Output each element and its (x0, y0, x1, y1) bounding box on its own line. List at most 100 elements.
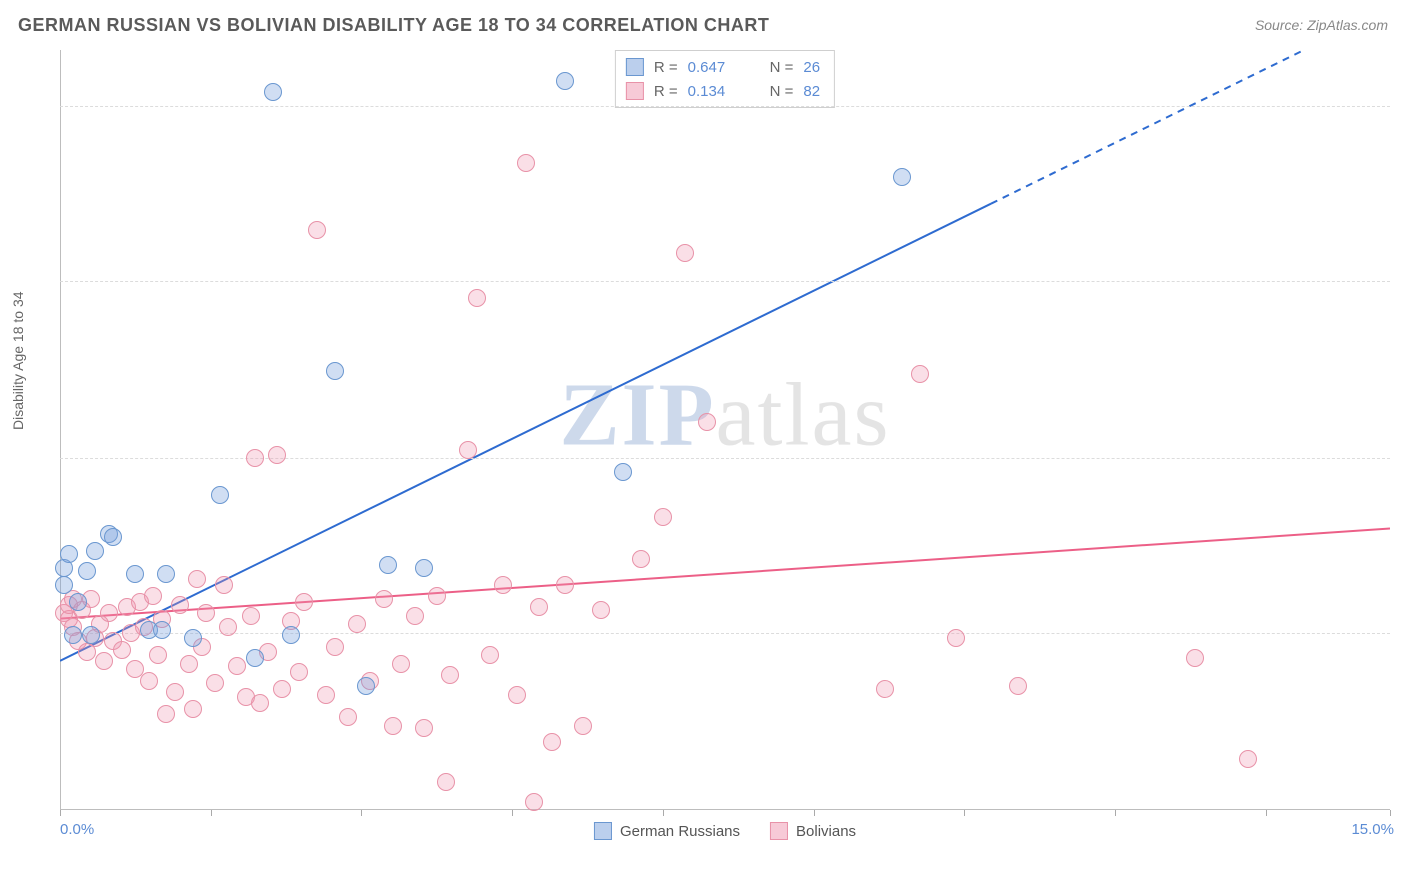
legend-n-label: N = (770, 83, 794, 100)
x-tick-label: 15.0% (1351, 821, 1394, 838)
scatter-point (295, 593, 313, 611)
scatter-point (947, 629, 965, 647)
scatter-point (543, 733, 561, 751)
source-name: ZipAtlas.com (1307, 17, 1388, 33)
gridline-h (60, 106, 1390, 107)
x-tick (1115, 810, 1116, 816)
scatter-point (698, 413, 716, 431)
scatter-point (86, 542, 104, 560)
scatter-point (614, 463, 632, 481)
scatter-point (317, 686, 335, 704)
x-tick (60, 810, 61, 816)
series-legend: German Russians Bolivians (594, 822, 856, 840)
scatter-point (144, 587, 162, 605)
legend-r-label: R = (654, 59, 678, 76)
scatter-point (126, 565, 144, 583)
legend-row-german-russians: R = 0.647 N = 26 (626, 55, 820, 79)
scatter-point (140, 672, 158, 690)
scatter-point (55, 576, 73, 594)
legend-n-value-0: 26 (803, 59, 820, 76)
scatter-point (219, 618, 237, 636)
legend-row-bolivians: R = 0.134 N = 82 (626, 79, 820, 103)
x-tick (663, 810, 664, 816)
scatter-point (654, 508, 672, 526)
scatter-point (149, 646, 167, 664)
scatter-point (592, 601, 610, 619)
scatter-point (1239, 750, 1257, 768)
swatch-pink-icon (626, 82, 644, 100)
source-label: Source: ZipAtlas.com (1255, 17, 1388, 33)
scatter-point (632, 550, 650, 568)
scatter-point (251, 694, 269, 712)
watermark-zip: ZIP (560, 365, 716, 464)
scatter-point (290, 663, 308, 681)
x-tick (814, 810, 815, 816)
scatter-point (384, 717, 402, 735)
x-tick (211, 810, 212, 816)
scatter-point (530, 598, 548, 616)
chart-title: GERMAN RUSSIAN VS BOLIVIAN DISABILITY AG… (18, 15, 769, 36)
scatter-point (574, 717, 592, 735)
x-tick (1266, 810, 1267, 816)
y-axis-label: Disability Age 18 to 34 (10, 291, 26, 430)
scatter-point (104, 528, 122, 546)
legend-label-1: Bolivians (796, 823, 856, 840)
source-prefix: Source: (1255, 17, 1307, 33)
scatter-point (171, 596, 189, 614)
scatter-point (481, 646, 499, 664)
correlation-legend: R = 0.647 N = 26 R = 0.134 N = 82 (615, 50, 835, 108)
watermark-atlas: atlas (716, 365, 891, 464)
scatter-point (215, 576, 233, 594)
scatter-point (82, 626, 100, 644)
scatter-point (494, 576, 512, 594)
legend-n-label: N = (770, 59, 794, 76)
scatter-point (113, 641, 131, 659)
gridline-h (60, 633, 1390, 634)
scatter-point (197, 604, 215, 622)
x-axis-line (60, 809, 1390, 810)
scatter-point (95, 652, 113, 670)
scatter-point (246, 449, 264, 467)
scatter-point (326, 362, 344, 380)
scatter-point (166, 683, 184, 701)
scatter-point (911, 365, 929, 383)
scatter-point (468, 289, 486, 307)
scatter-point (517, 154, 535, 172)
scatter-point (415, 559, 433, 577)
scatter-point (100, 604, 118, 622)
y-axis-line (60, 50, 61, 810)
chart-header: GERMAN RUSSIAN VS BOLIVIAN DISABILITY AG… (0, 0, 1406, 50)
scatter-point (392, 655, 410, 673)
scatter-point (184, 629, 202, 647)
scatter-point (326, 638, 344, 656)
scatter-point (893, 168, 911, 186)
x-tick (512, 810, 513, 816)
swatch-pink-icon (770, 822, 788, 840)
legend-item-bolivians: Bolivians (770, 822, 856, 840)
scatter-point (78, 562, 96, 580)
legend-label-0: German Russians (620, 823, 740, 840)
legend-r-value-1: 0.134 (688, 83, 748, 100)
legend-item-german-russians: German Russians (594, 822, 740, 840)
scatter-point (1009, 677, 1027, 695)
watermark: ZIPatlas (560, 363, 891, 466)
scatter-point (282, 626, 300, 644)
scatter-point (264, 83, 282, 101)
x-tick (1390, 810, 1391, 816)
scatter-point (406, 607, 424, 625)
scatter-point (339, 708, 357, 726)
legend-r-value-0: 0.647 (688, 59, 748, 76)
scatter-point (459, 441, 477, 459)
scatter-point (206, 674, 224, 692)
scatter-point (415, 719, 433, 737)
legend-n-value-1: 82 (803, 83, 820, 100)
scatter-point (184, 700, 202, 718)
scatter-point (556, 72, 574, 90)
scatter-point (188, 570, 206, 588)
scatter-point (348, 615, 366, 633)
swatch-blue-icon (594, 822, 612, 840)
scatter-point (157, 705, 175, 723)
scatter-point (375, 590, 393, 608)
scatter-point (428, 587, 446, 605)
x-tick (361, 810, 362, 816)
